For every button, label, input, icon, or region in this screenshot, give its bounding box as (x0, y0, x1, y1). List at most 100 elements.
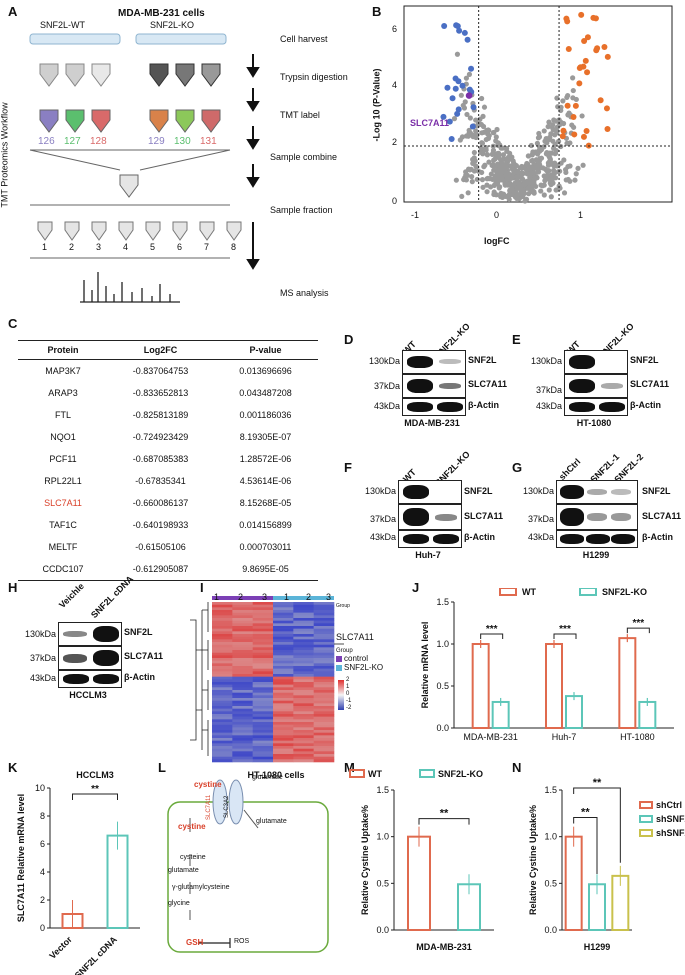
volcano-point (548, 131, 554, 137)
heatmap-cell (232, 642, 253, 645)
volcano-point (511, 160, 517, 166)
heatmap-cell (313, 628, 335, 632)
blot-f-label-actin: β-Actin (464, 532, 495, 542)
heatmap-cell (293, 743, 314, 747)
volcano-point-down (469, 123, 476, 130)
heatmap-cell (232, 711, 253, 715)
heatmap-cell (212, 751, 233, 755)
legend-swatch (499, 588, 517, 596)
panel-label-d: D (344, 332, 354, 347)
harvest-tubes-icon (39, 63, 221, 87)
heatmap-cell (293, 666, 314, 669)
volcano-point-down (461, 29, 468, 36)
volcano-point (541, 192, 547, 198)
volcano-point (490, 150, 496, 156)
heatmap-cell (232, 628, 253, 632)
pathway-slc3a2: SLC3A2 (224, 795, 230, 818)
legend-label: SNF2L-KO (438, 769, 483, 779)
volcano-point (485, 131, 491, 137)
blot-f-cell: Huh-7 (415, 550, 441, 560)
heatmap-cell (293, 727, 314, 731)
heatmap-cell (313, 660, 335, 664)
heatmap-cell (313, 690, 335, 693)
p-value: 9.8695E-05 (213, 558, 318, 581)
x-tick-label: Huh-7 (552, 732, 577, 742)
heatmap-cell (293, 722, 314, 725)
heatmap-cell (232, 706, 253, 709)
heatmap-cell (252, 711, 274, 715)
pathway-gsh: GSH (186, 938, 204, 947)
heatmap-cell (293, 724, 314, 728)
heatmap-cell (252, 631, 274, 635)
y-tick-label: 0.0 (376, 925, 389, 935)
x-tick-label: SNF2L cDNA (73, 934, 120, 975)
bar-wt (471, 643, 490, 729)
table-row: TAF1C -0.640198933 0.014156899 (18, 514, 318, 536)
heatmap-cell (232, 623, 253, 627)
heatmap-cell (273, 615, 294, 619)
legend-swatch-ko (336, 665, 342, 671)
heatmap-cell (293, 618, 314, 621)
heatmap-col-3b: 3 (326, 592, 332, 602)
volcano-point-down (459, 82, 466, 89)
workflow-title: MDA-MB-231 cells (118, 8, 205, 19)
volcano-point (491, 129, 497, 136)
blot-f-kda-37: 37kDa (369, 514, 396, 524)
fraction-2: 2 (69, 242, 75, 252)
legend-label: WT (522, 588, 536, 597)
chart-m-cystine-uptake: 0.0 0.5 1.0 1.5 Relative Cystine Uptake% ** WT… (349, 769, 494, 952)
y-tick-label: 0.5 (544, 878, 557, 888)
heatmap-cell (293, 754, 314, 757)
heatmap-cell (293, 684, 314, 688)
volcano-point (465, 190, 471, 196)
volcano-point (557, 185, 563, 191)
heatmap-cell (252, 671, 274, 675)
heatmap-legend-control: control (344, 654, 369, 663)
heatmap-cell (232, 708, 253, 712)
heatmap-cell (252, 658, 274, 661)
volcano-point (519, 170, 525, 176)
heatmap-cell (212, 652, 233, 656)
volcano-point (544, 140, 550, 146)
log2fc-value: -0.640198933 (132, 520, 189, 530)
heatmap-cell (293, 642, 314, 645)
step-sample-combine: Sample combine (270, 152, 338, 162)
heatmap-cell (313, 711, 335, 715)
volcano-point (560, 98, 566, 104)
tmt-label-127: 127 (64, 136, 81, 147)
heatmap-cell (273, 663, 294, 667)
heatmap-cell (273, 695, 294, 699)
volcano-point-up (571, 131, 578, 138)
heatmap-cell (252, 703, 274, 707)
heatmap-cell (293, 690, 314, 693)
x-axis-label: H1299 (584, 942, 611, 952)
volcano-point (470, 132, 476, 138)
heatmap-cell (232, 620, 253, 624)
heatmap-cell (252, 642, 274, 645)
volcano-point-up (563, 15, 570, 22)
heatmap-cell (212, 671, 233, 675)
heatmap-cell (293, 716, 314, 720)
heatmap-cell (313, 692, 335, 696)
volcano-point (546, 135, 552, 142)
volcano-point (522, 198, 528, 204)
heatmap-cell (212, 714, 233, 717)
heatmap-cell (273, 690, 294, 693)
volcano-point-up (570, 113, 577, 120)
tmt-label-128: 128 (90, 136, 107, 147)
heatmap-cell (273, 716, 294, 720)
heatmap-cell (212, 690, 233, 693)
volcano-point (554, 130, 560, 136)
heatmap-cell (313, 698, 335, 701)
heatmap-cell (313, 668, 335, 672)
heatmap-cell (293, 711, 314, 715)
heatmap-cell (212, 754, 233, 757)
blot-g-kda-43: 43kDa (527, 532, 554, 542)
heatmap-cell (212, 724, 233, 728)
heatmap-cell (313, 618, 335, 621)
heatmap-cell (273, 628, 294, 632)
heatmap-cell (232, 663, 253, 667)
volcano-point (515, 174, 521, 180)
volcano-point (520, 191, 526, 197)
blot-d-label-snf2l: SNF2L (468, 355, 497, 365)
